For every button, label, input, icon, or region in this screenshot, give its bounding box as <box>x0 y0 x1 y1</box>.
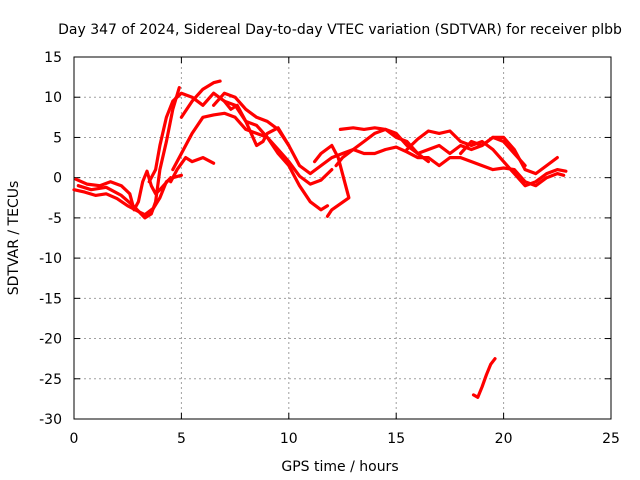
chart-title: Day 347 of 2024, Sidereal Day-to-day VTE… <box>58 22 622 38</box>
y-tick-label: -15 <box>39 291 62 307</box>
y-tick-label: 0 <box>53 171 62 187</box>
y-tick-label: -30 <box>39 412 62 428</box>
x-tick-label: 15 <box>387 431 405 447</box>
series-track-6 <box>169 156 216 184</box>
axis-ticks <box>73 56 612 420</box>
series-track-1 <box>72 173 183 217</box>
y-tick-label: 10 <box>44 90 62 106</box>
y-tick-label: -25 <box>39 372 62 388</box>
series-track-7 <box>179 79 222 119</box>
x-tick-label: 10 <box>280 431 298 447</box>
series-track-3 <box>76 86 181 220</box>
x-tick-label: 5 <box>177 431 186 447</box>
series-track-14 <box>459 135 527 168</box>
y-tick-label: -20 <box>39 332 62 348</box>
series-track-10 <box>313 143 351 218</box>
series-track-13 <box>405 129 568 188</box>
plot-frame <box>73 56 612 420</box>
y-tick-label: -5 <box>48 211 62 227</box>
y-tick-label: 15 <box>44 50 62 66</box>
x-axis-label: GPS time / hours <box>281 459 398 475</box>
y-tick-labels: -30 -25 -20 -15 -10 -5 0 5 10 15 <box>39 50 62 428</box>
series-track-8 <box>212 91 430 176</box>
series-track-15 <box>471 357 497 399</box>
y-tick-label: 5 <box>53 130 62 146</box>
x-tick-label: 0 <box>70 431 79 447</box>
series-track-2 <box>74 169 173 212</box>
x-tick-label: 20 <box>495 431 513 447</box>
data-series <box>72 79 568 399</box>
x-tick-labels: 0 5 10 15 20 25 <box>70 431 620 447</box>
x-tick-label: 25 <box>602 431 620 447</box>
series-track-9 <box>222 99 291 148</box>
grid-lines <box>74 57 611 419</box>
y-axis-label: SDTVAR / TECUs <box>6 181 22 296</box>
series-track-4 <box>147 91 330 212</box>
y-tick-label: -10 <box>39 251 62 267</box>
